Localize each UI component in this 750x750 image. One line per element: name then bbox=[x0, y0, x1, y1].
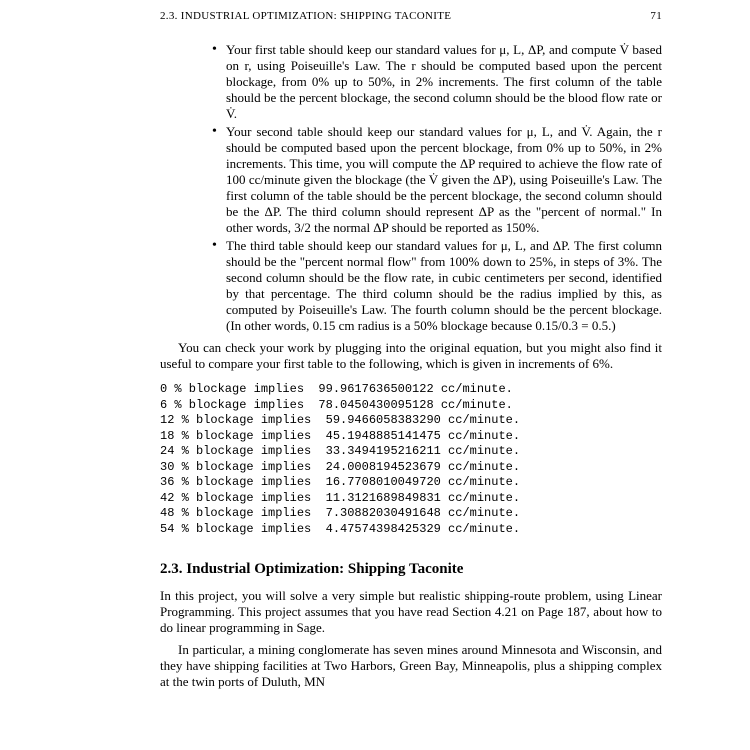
data-line: 48 % blockage implies 7.30882030491648 c… bbox=[160, 506, 520, 520]
data-line: 12 % blockage implies 59.9466058383290 c… bbox=[160, 413, 520, 427]
header-page-number: 71 bbox=[650, 10, 662, 22]
body-paragraph: In this project, you will solve a very s… bbox=[160, 588, 662, 636]
check-paragraph: You can check your work by plugging into… bbox=[160, 340, 662, 372]
page-header: 2.3. INDUSTRIAL OPTIMIZATION: SHIPPING T… bbox=[160, 10, 662, 22]
bullet-marker-icon: • bbox=[212, 42, 226, 122]
data-line: 54 % blockage implies 4.47574398425329 c… bbox=[160, 522, 520, 536]
bullet-list: • Your first table should keep our stand… bbox=[160, 42, 662, 334]
section-heading: 2.3. Industrial Optimization: Shipping T… bbox=[160, 561, 662, 578]
data-line: 36 % blockage implies 16.7708010049720 c… bbox=[160, 475, 520, 489]
section-title-text: Industrial Optimization: Shipping Taconi… bbox=[186, 561, 463, 577]
bullet-marker-icon: • bbox=[212, 124, 226, 236]
bullet-text: Your second table should keep our standa… bbox=[226, 124, 662, 236]
data-line: 18 % blockage implies 45.1948885141475 c… bbox=[160, 429, 520, 443]
page: 2.3. INDUSTRIAL OPTIMIZATION: SHIPPING T… bbox=[0, 0, 750, 690]
data-block: 0 % blockage implies 99.9617636500122 cc… bbox=[160, 382, 662, 537]
bullet-text: Your first table should keep our standar… bbox=[226, 42, 662, 122]
body-paragraph: In particular, a mining conglomerate has… bbox=[160, 642, 662, 690]
data-line: 30 % blockage implies 24.0008194523679 c… bbox=[160, 460, 520, 474]
data-line: 0 % blockage implies 99.9617636500122 cc… bbox=[160, 382, 513, 396]
section-number: 2.3. bbox=[160, 561, 183, 577]
bullet-item: • Your second table should keep our stan… bbox=[212, 124, 662, 236]
bullet-item: • Your first table should keep our stand… bbox=[212, 42, 662, 122]
data-line: 24 % blockage implies 33.3494195216211 c… bbox=[160, 444, 520, 458]
bullet-item: • The third table should keep our standa… bbox=[212, 238, 662, 334]
header-section: 2.3. INDUSTRIAL OPTIMIZATION: SHIPPING T… bbox=[160, 10, 451, 22]
data-line: 42 % blockage implies 11.3121689849831 c… bbox=[160, 491, 520, 505]
bullet-marker-icon: • bbox=[212, 238, 226, 334]
data-line: 6 % blockage implies 78.0450430095128 cc… bbox=[160, 398, 513, 412]
bullet-text: The third table should keep our standard… bbox=[226, 238, 662, 334]
